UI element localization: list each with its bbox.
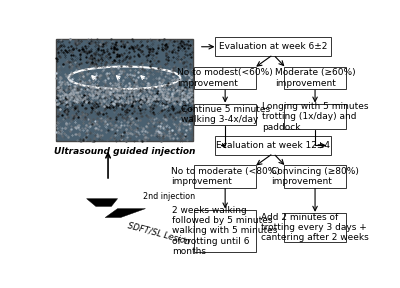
FancyBboxPatch shape bbox=[284, 213, 346, 242]
Text: Moderate (≥60%)
improvement: Moderate (≥60%) improvement bbox=[275, 68, 355, 88]
Text: Longing with 5 minutes
trotting (1x/day) and
paddock: Longing with 5 minutes trotting (1x/day)… bbox=[262, 102, 368, 132]
Text: 2nd injection: 2nd injection bbox=[143, 192, 195, 201]
FancyBboxPatch shape bbox=[215, 136, 332, 155]
Text: Evaluation at week 6±2: Evaluation at week 6±2 bbox=[219, 42, 327, 51]
FancyBboxPatch shape bbox=[194, 165, 256, 188]
FancyBboxPatch shape bbox=[284, 67, 346, 89]
FancyBboxPatch shape bbox=[284, 165, 346, 188]
FancyBboxPatch shape bbox=[284, 104, 346, 130]
Text: Evaluation at week 12±4: Evaluation at week 12±4 bbox=[216, 141, 330, 150]
Text: No to modest(<60%)
improvement: No to modest(<60%) improvement bbox=[177, 68, 273, 88]
Text: No to moderate (<80%)
improvement: No to moderate (<80%) improvement bbox=[171, 167, 280, 186]
Text: SDFT/SL Lesion: SDFT/SL Lesion bbox=[127, 221, 191, 246]
Text: Continue 5 minutes
walking 3-4x/day: Continue 5 minutes walking 3-4x/day bbox=[180, 105, 270, 124]
Polygon shape bbox=[86, 199, 118, 206]
FancyBboxPatch shape bbox=[56, 39, 193, 141]
Text: Convincing (≥80%)
improvement: Convincing (≥80%) improvement bbox=[271, 167, 359, 186]
Text: Add 2 minutes of
trotting every 3 days +
cantering after 2 weeks: Add 2 minutes of trotting every 3 days +… bbox=[261, 213, 369, 242]
Text: 2 weeks walking
followed by 5 minutes
walking with 5 minutes
of trotting until 6: 2 weeks walking followed by 5 minutes wa… bbox=[172, 206, 278, 256]
FancyBboxPatch shape bbox=[194, 210, 256, 252]
Polygon shape bbox=[105, 209, 146, 217]
Text: Ultrasound guided injection: Ultrasound guided injection bbox=[54, 147, 195, 156]
FancyBboxPatch shape bbox=[194, 67, 256, 89]
FancyBboxPatch shape bbox=[215, 37, 332, 56]
FancyBboxPatch shape bbox=[194, 104, 256, 125]
